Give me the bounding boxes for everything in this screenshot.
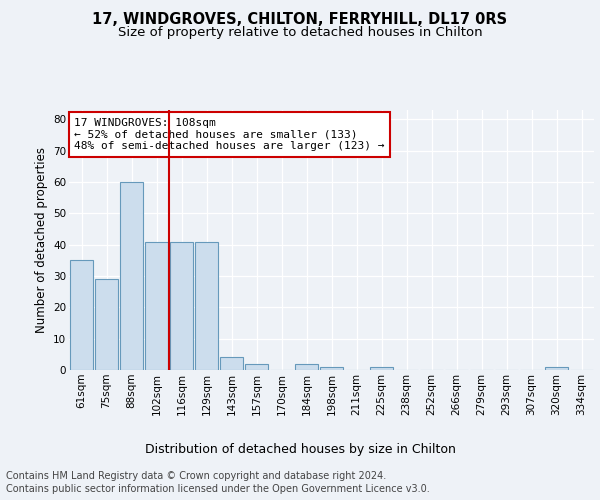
Bar	[370, 367, 394, 370]
Text: Contains HM Land Registry data © Crown copyright and database right 2024.: Contains HM Land Registry data © Crown c…	[6, 471, 386, 481]
Bar	[70, 260, 94, 370]
Text: Distribution of detached houses by size in Chilton: Distribution of detached houses by size …	[145, 442, 455, 456]
Y-axis label: Number of detached properties: Number of detached properties	[35, 147, 47, 333]
Text: 17 WINDGROVES: 108sqm
← 52% of detached houses are smaller (133)
48% of semi-det: 17 WINDGROVES: 108sqm ← 52% of detached …	[74, 118, 385, 151]
Bar	[220, 358, 244, 370]
Bar	[545, 367, 568, 370]
Bar	[170, 242, 193, 370]
Bar	[194, 242, 218, 370]
Bar	[320, 367, 343, 370]
Text: Contains public sector information licensed under the Open Government Licence v3: Contains public sector information licen…	[6, 484, 430, 494]
Bar	[245, 364, 268, 370]
Bar	[145, 242, 169, 370]
Bar	[95, 279, 118, 370]
Bar	[295, 364, 319, 370]
Text: Size of property relative to detached houses in Chilton: Size of property relative to detached ho…	[118, 26, 482, 39]
Bar	[119, 182, 143, 370]
Text: 17, WINDGROVES, CHILTON, FERRYHILL, DL17 0RS: 17, WINDGROVES, CHILTON, FERRYHILL, DL17…	[92, 12, 508, 28]
